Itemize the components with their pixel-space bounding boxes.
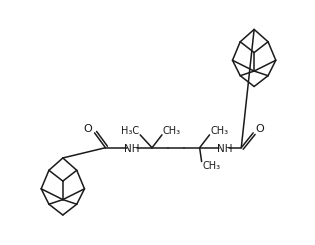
Text: O: O — [256, 124, 265, 134]
Text: NH: NH — [217, 144, 232, 154]
Text: CH₃: CH₃ — [210, 126, 228, 136]
Text: O: O — [83, 124, 92, 134]
Text: CH₃: CH₃ — [203, 160, 220, 171]
Text: NH: NH — [124, 144, 140, 154]
Text: H₃C: H₃C — [121, 126, 139, 136]
Text: CH₃: CH₃ — [163, 126, 181, 136]
